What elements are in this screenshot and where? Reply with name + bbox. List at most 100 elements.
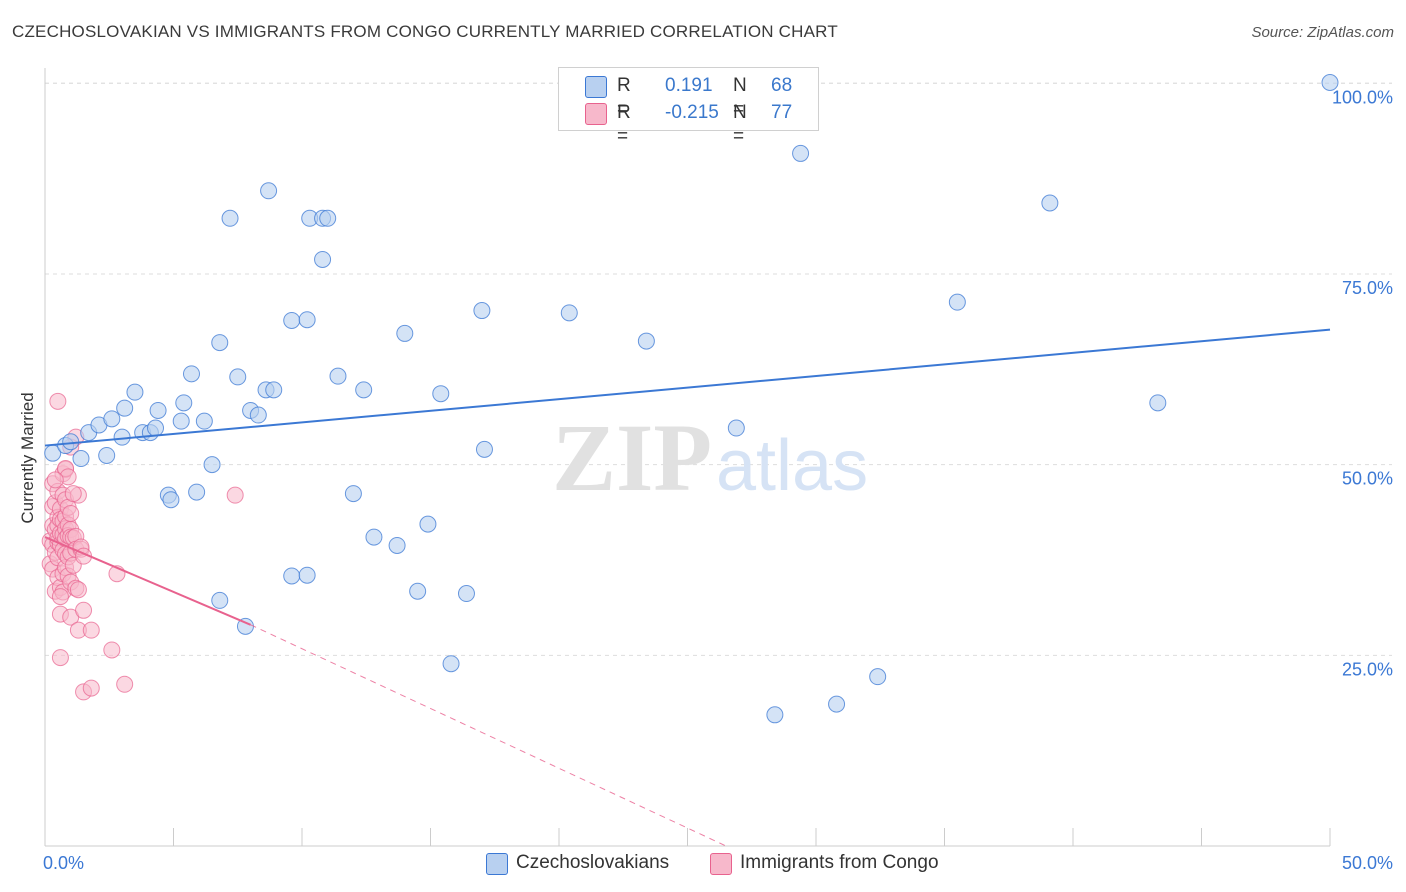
czech-point bbox=[283, 567, 301, 585]
czech-point bbox=[188, 483, 206, 501]
czech-point bbox=[329, 367, 347, 385]
congo-point bbox=[82, 679, 100, 697]
czech-point bbox=[560, 304, 578, 322]
czech-point bbox=[182, 365, 200, 383]
czech-point bbox=[314, 250, 332, 268]
czech-point bbox=[388, 536, 406, 554]
czech-point bbox=[283, 311, 301, 329]
czech-point bbox=[355, 381, 373, 399]
czech-point bbox=[1321, 73, 1339, 91]
legend-n-label: N = bbox=[733, 75, 747, 120]
y-tick-label: 25.0% bbox=[1342, 659, 1393, 679]
czech-point bbox=[149, 401, 167, 419]
y-axis-label: Currently Married bbox=[18, 392, 37, 523]
legend-swatch-pink bbox=[585, 103, 607, 125]
trend-lines bbox=[44, 328, 1331, 847]
czech-point bbox=[249, 406, 267, 424]
x-tick-label: 50.0% bbox=[1342, 853, 1393, 873]
czech-point bbox=[265, 381, 283, 399]
watermark-zip: ZIP bbox=[552, 404, 712, 511]
czech-point bbox=[432, 385, 450, 403]
congo-trend-line bbox=[44, 536, 251, 626]
congo-point bbox=[46, 471, 64, 489]
czech-point bbox=[1041, 194, 1059, 212]
y-tick-label: 75.0% bbox=[1342, 278, 1393, 298]
congo-point bbox=[62, 504, 80, 522]
watermark-atlas: atlas bbox=[716, 426, 868, 506]
bottom-legend-swatch-blue bbox=[486, 853, 508, 875]
gridlines bbox=[45, 82, 1392, 656]
czech-point bbox=[260, 182, 278, 200]
czech-point bbox=[409, 582, 427, 600]
legend-n-label: N = bbox=[733, 102, 747, 147]
czech-point bbox=[72, 450, 90, 468]
czech-point bbox=[396, 324, 414, 342]
congo-trend-extension bbox=[250, 624, 727, 847]
y-tick-label: 100.0% bbox=[1332, 87, 1393, 107]
czech-point bbox=[116, 399, 134, 417]
czech-point bbox=[195, 412, 213, 430]
czech-point bbox=[203, 456, 221, 474]
czech-points bbox=[44, 70, 1339, 724]
legend-r-label: R = bbox=[617, 102, 631, 147]
czech-trend-line bbox=[44, 328, 1331, 447]
watermark: ZIP atlas bbox=[552, 404, 868, 511]
congo-point bbox=[69, 581, 87, 599]
congo-point bbox=[64, 485, 82, 503]
czech-point bbox=[344, 485, 362, 503]
czech-point bbox=[766, 706, 784, 724]
czech-point bbox=[211, 334, 229, 352]
czech-point bbox=[126, 383, 144, 401]
czech-point bbox=[473, 302, 491, 320]
legend-r-value: -0.215 bbox=[665, 102, 719, 123]
czech-point bbox=[365, 528, 383, 546]
congo-point bbox=[116, 675, 134, 693]
czech-point bbox=[211, 591, 229, 609]
legend-r-value: 0.191 bbox=[665, 75, 713, 96]
correlation-legend: R = 0.191 N = 68 R = -0.215 N = 77 bbox=[558, 67, 819, 147]
source-label: Source: ZipAtlas.com bbox=[1251, 24, 1394, 41]
czech-point bbox=[869, 668, 887, 686]
czech-point bbox=[298, 311, 316, 329]
legend-n-value: 77 bbox=[771, 102, 793, 123]
czech-point bbox=[175, 394, 193, 412]
bottom-legend-swatch-pink bbox=[710, 853, 732, 875]
tick-labels: 25.0% 50.0% 75.0% 100.0% 0.0% 50.0% bbox=[43, 87, 1393, 873]
czech-point bbox=[475, 440, 493, 458]
congo-point bbox=[75, 601, 93, 619]
czech-point bbox=[98, 446, 116, 464]
axes bbox=[44, 68, 1331, 847]
congo-point bbox=[226, 486, 244, 504]
bottom-legend-label: Immigrants from Congo bbox=[740, 852, 939, 873]
czech-point bbox=[103, 410, 121, 428]
czech-point bbox=[442, 655, 460, 673]
czech-point bbox=[162, 491, 180, 509]
czech-point bbox=[727, 419, 745, 437]
congo-point bbox=[51, 649, 69, 667]
czech-point bbox=[457, 585, 475, 603]
congo-point bbox=[51, 588, 69, 606]
czech-point bbox=[147, 419, 165, 437]
czech-point bbox=[792, 144, 810, 162]
congo-point bbox=[49, 392, 67, 410]
chart-title: CZECHOSLOVAKIAN VS IMMIGRANTS FROM CONGO… bbox=[12, 22, 838, 41]
czech-point bbox=[229, 368, 247, 386]
legend-n-value: 68 bbox=[771, 75, 793, 96]
bottom-legend-label: Czechoslovakians bbox=[516, 852, 670, 873]
czech-point bbox=[1149, 394, 1167, 412]
legend-swatch-blue bbox=[585, 76, 607, 98]
czech-point bbox=[319, 209, 337, 227]
czech-point bbox=[637, 332, 655, 350]
y-tick-label: 50.0% bbox=[1342, 469, 1393, 489]
x-tick-label: 0.0% bbox=[43, 853, 84, 873]
czech-point bbox=[221, 209, 239, 227]
czech-point bbox=[172, 412, 190, 430]
congo-point bbox=[82, 621, 100, 639]
czech-point bbox=[298, 566, 316, 584]
congo-point bbox=[103, 641, 121, 659]
czech-point bbox=[948, 293, 966, 311]
czech-point bbox=[828, 695, 846, 713]
legend-r-label: R = bbox=[617, 75, 631, 120]
czech-point bbox=[419, 515, 437, 533]
